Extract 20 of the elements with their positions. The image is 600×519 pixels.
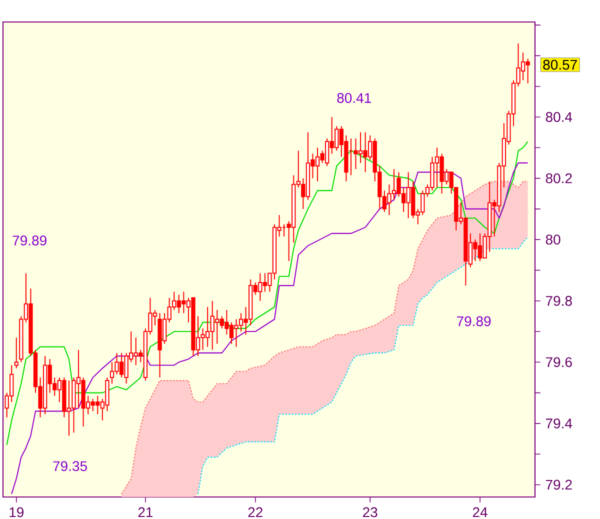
annotation: 79.89 [457,316,491,326]
line-series [6,140,528,446]
y-tick-label: 79.4 [546,418,572,428]
x-tick-label: 24 [472,507,488,518]
y-tick-label: 79.6 [546,357,572,368]
y-tick-label: 79.8 [546,296,572,306]
annotation: 79.89 [12,236,46,246]
candlestick [14,337,18,369]
annotation: 80.41 [337,93,371,103]
line-series [11,162,528,494]
x-tick-label: 21 [138,507,153,518]
y-tick-label: 79.2 [546,480,572,490]
x-tick-label: 19 [10,507,24,518]
x-tick-label: 23 [363,507,378,518]
annotation: 79.35 [53,461,87,472]
y-tick-label: 80 [546,234,560,245]
text: 80.57 [543,60,577,70]
x-tick-label: 22 [248,507,262,518]
y-tick-label: 80.2 [546,173,572,184]
y-tick-label: 80.4 [546,112,572,122]
